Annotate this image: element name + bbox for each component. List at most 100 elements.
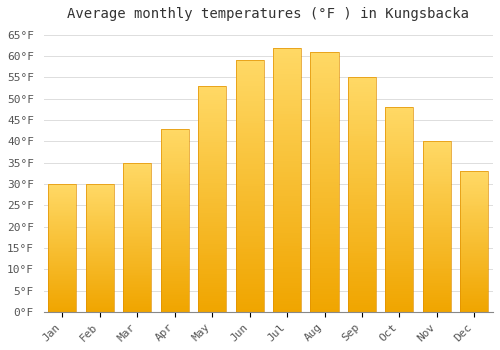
Bar [460,277,488,278]
Bar [348,274,376,277]
Bar [348,190,376,192]
Bar [86,240,114,241]
Bar [273,275,301,278]
Bar [423,141,451,312]
Bar [348,286,376,288]
Bar [348,171,376,174]
Bar [273,167,301,169]
Bar [460,195,488,197]
Bar [348,230,376,232]
Bar [423,174,451,175]
Bar [86,194,114,196]
Bar [160,131,189,132]
Bar [460,302,488,303]
Bar [348,89,376,91]
Bar [273,296,301,299]
Bar [160,297,189,299]
Bar [48,210,76,211]
Bar [48,185,76,187]
Bar [236,282,264,284]
Bar [348,148,376,150]
Bar [460,188,488,190]
Bar [160,202,189,204]
Bar [123,293,152,294]
Bar [198,97,226,99]
Bar [460,214,488,215]
Bar [160,248,189,250]
Bar [423,302,451,303]
Bar [123,218,152,219]
Bar [460,199,488,201]
Bar [348,228,376,230]
Bar [123,184,152,185]
Bar [273,177,301,180]
Bar [348,206,376,209]
Bar [86,185,114,187]
Bar [310,104,338,106]
Bar [386,228,413,230]
Bar [198,226,226,228]
Bar [460,180,488,181]
Bar [460,247,488,248]
Bar [460,173,488,174]
Bar [48,300,76,302]
Bar [123,202,152,203]
Bar [86,216,114,217]
Bar [310,75,338,78]
Bar [273,77,301,79]
Bar [48,244,76,245]
Bar [198,299,226,301]
Bar [460,191,488,193]
Bar [160,304,189,307]
Bar [273,156,301,159]
Bar [48,240,76,241]
Bar [348,241,376,244]
Bar [386,287,413,289]
Bar [310,143,338,146]
Bar [310,73,338,75]
Bar [386,124,413,126]
Bar [386,289,413,292]
Bar [348,248,376,251]
Bar [86,303,114,304]
Bar [198,140,226,142]
Bar [236,153,264,156]
Bar [273,182,301,185]
Bar [310,294,338,296]
Bar [198,228,226,231]
Bar [460,174,488,175]
Bar [198,183,226,186]
Bar [348,256,376,258]
Bar [310,218,338,221]
Bar [423,211,451,213]
Bar [236,272,264,274]
Bar [348,298,376,300]
Bar [198,195,226,197]
Bar [273,206,301,209]
Bar [198,212,226,215]
Bar [198,147,226,149]
Bar [236,257,264,259]
Bar [198,285,226,287]
Bar [310,288,338,291]
Bar [123,169,152,170]
Bar [273,288,301,291]
Bar [160,162,189,163]
Bar [386,109,413,111]
Bar [348,96,376,99]
Bar [236,161,264,163]
Bar [160,226,189,228]
Bar [386,308,413,310]
Bar [160,268,189,270]
Bar [460,287,488,288]
Bar [460,292,488,294]
Bar [348,267,376,270]
Bar [348,265,376,267]
Bar [236,204,264,206]
Bar [123,264,152,266]
Bar [460,240,488,241]
Bar [348,277,376,279]
Bar [123,301,152,303]
Bar [198,188,226,190]
Bar [348,199,376,202]
